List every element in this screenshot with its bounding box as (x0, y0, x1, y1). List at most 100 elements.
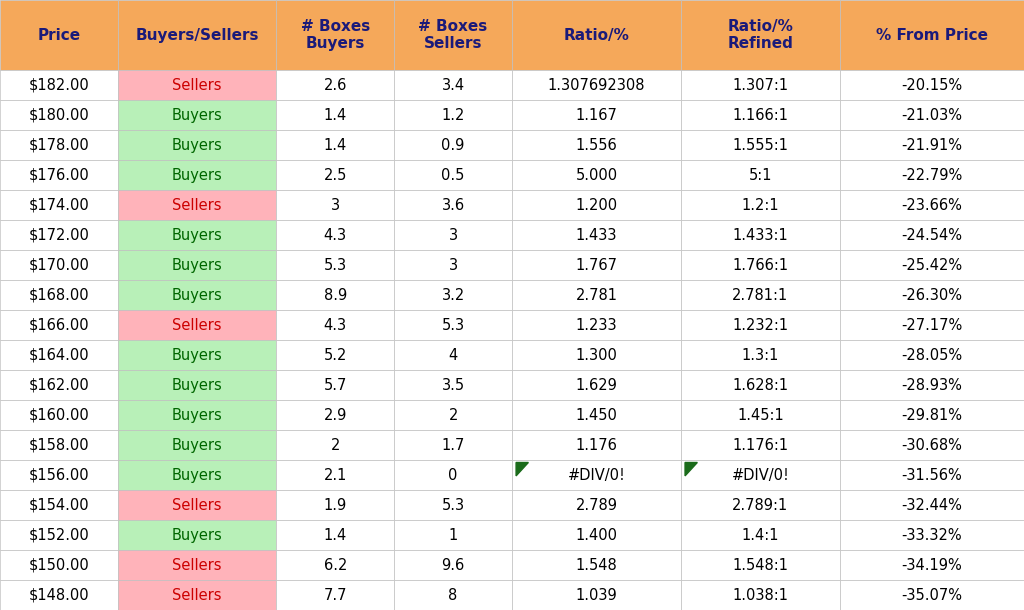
Bar (276, 130, 394, 160)
Bar (512, 340, 681, 370)
Bar (681, 280, 840, 310)
Text: 5.2: 5.2 (324, 348, 347, 362)
Text: 1.400: 1.400 (575, 528, 617, 542)
Bar (394, 340, 512, 370)
Text: $172.00: $172.00 (29, 228, 89, 243)
Bar (276, 70, 394, 100)
Bar (394, 550, 512, 580)
Text: -33.32%: -33.32% (901, 528, 963, 542)
Text: 3.2: 3.2 (441, 287, 465, 303)
Bar (512, 220, 681, 250)
Bar (118, 160, 276, 190)
Polygon shape (685, 462, 697, 476)
Bar (118, 580, 276, 610)
Bar (840, 370, 1024, 400)
Text: -20.15%: -20.15% (901, 77, 963, 93)
Text: 5.3: 5.3 (324, 257, 347, 273)
Text: -23.66%: -23.66% (901, 198, 963, 213)
Text: 1.300: 1.300 (575, 348, 617, 362)
Bar (512, 460, 681, 490)
Text: 5.3: 5.3 (441, 318, 465, 332)
Bar (512, 370, 681, 400)
Text: 2.781: 2.781 (575, 287, 617, 303)
Text: 6.2: 6.2 (324, 558, 347, 573)
Text: 2.789:1: 2.789:1 (732, 498, 788, 512)
Bar (840, 580, 1024, 610)
Text: -35.07%: -35.07% (901, 587, 963, 603)
Text: $156.00: $156.00 (29, 467, 89, 483)
Text: 3: 3 (331, 198, 340, 213)
Text: 1.628:1: 1.628:1 (732, 378, 788, 393)
Bar (512, 550, 681, 580)
Text: 9.6: 9.6 (441, 558, 465, 573)
Text: 4.3: 4.3 (324, 318, 347, 332)
Bar (512, 490, 681, 520)
Bar (276, 460, 394, 490)
Bar (512, 250, 681, 280)
Text: -25.42%: -25.42% (901, 257, 963, 273)
Bar (118, 190, 276, 220)
Text: $178.00: $178.00 (29, 138, 89, 152)
Bar (681, 0, 840, 70)
Bar (512, 70, 681, 100)
Text: 8.9: 8.9 (324, 287, 347, 303)
Bar (118, 340, 276, 370)
Text: 3: 3 (449, 257, 458, 273)
Text: -22.79%: -22.79% (901, 168, 963, 182)
Text: $164.00: $164.00 (29, 348, 89, 362)
Text: -27.17%: -27.17% (901, 318, 963, 332)
Text: -21.91%: -21.91% (901, 138, 963, 152)
Bar (394, 220, 512, 250)
Bar (118, 250, 276, 280)
Text: Ratio/%
Refined: Ratio/% Refined (727, 19, 794, 51)
Bar (512, 0, 681, 70)
Bar (394, 0, 512, 70)
Bar (0, 490, 118, 520)
Bar (0, 400, 118, 430)
Bar (0, 160, 118, 190)
Bar (0, 340, 118, 370)
Bar (681, 580, 840, 610)
Bar (840, 160, 1024, 190)
Bar (840, 460, 1024, 490)
Bar (512, 400, 681, 430)
Bar (512, 580, 681, 610)
Text: 2.789: 2.789 (575, 498, 617, 512)
Text: 7.7: 7.7 (324, 587, 347, 603)
Bar (840, 190, 1024, 220)
Text: 1.176: 1.176 (575, 437, 617, 453)
Text: Buyers: Buyers (172, 528, 222, 542)
Bar (840, 400, 1024, 430)
Text: Buyers: Buyers (172, 228, 222, 243)
Text: 4: 4 (449, 348, 458, 362)
Text: Buyers: Buyers (172, 467, 222, 483)
Bar (394, 160, 512, 190)
Bar (276, 160, 394, 190)
Bar (394, 580, 512, 610)
Text: 2.5: 2.5 (324, 168, 347, 182)
Bar (394, 370, 512, 400)
Bar (276, 310, 394, 340)
Bar (0, 250, 118, 280)
Text: $162.00: $162.00 (29, 378, 89, 393)
Bar (394, 460, 512, 490)
Bar (681, 460, 840, 490)
Bar (512, 190, 681, 220)
Text: 1.039: 1.039 (575, 587, 617, 603)
Text: -28.93%: -28.93% (901, 378, 963, 393)
Text: 2.781:1: 2.781:1 (732, 287, 788, 303)
Text: # Boxes
Buyers: # Boxes Buyers (301, 19, 370, 51)
Bar (840, 0, 1024, 70)
Bar (118, 520, 276, 550)
Text: -34.19%: -34.19% (901, 558, 963, 573)
Bar (276, 190, 394, 220)
Bar (118, 490, 276, 520)
Text: 1.307692308: 1.307692308 (548, 77, 645, 93)
Text: 2: 2 (449, 407, 458, 423)
Text: Price: Price (37, 27, 81, 43)
Bar (681, 340, 840, 370)
Bar (394, 280, 512, 310)
Bar (0, 460, 118, 490)
Bar (840, 280, 1024, 310)
Text: 1.45:1: 1.45:1 (737, 407, 783, 423)
